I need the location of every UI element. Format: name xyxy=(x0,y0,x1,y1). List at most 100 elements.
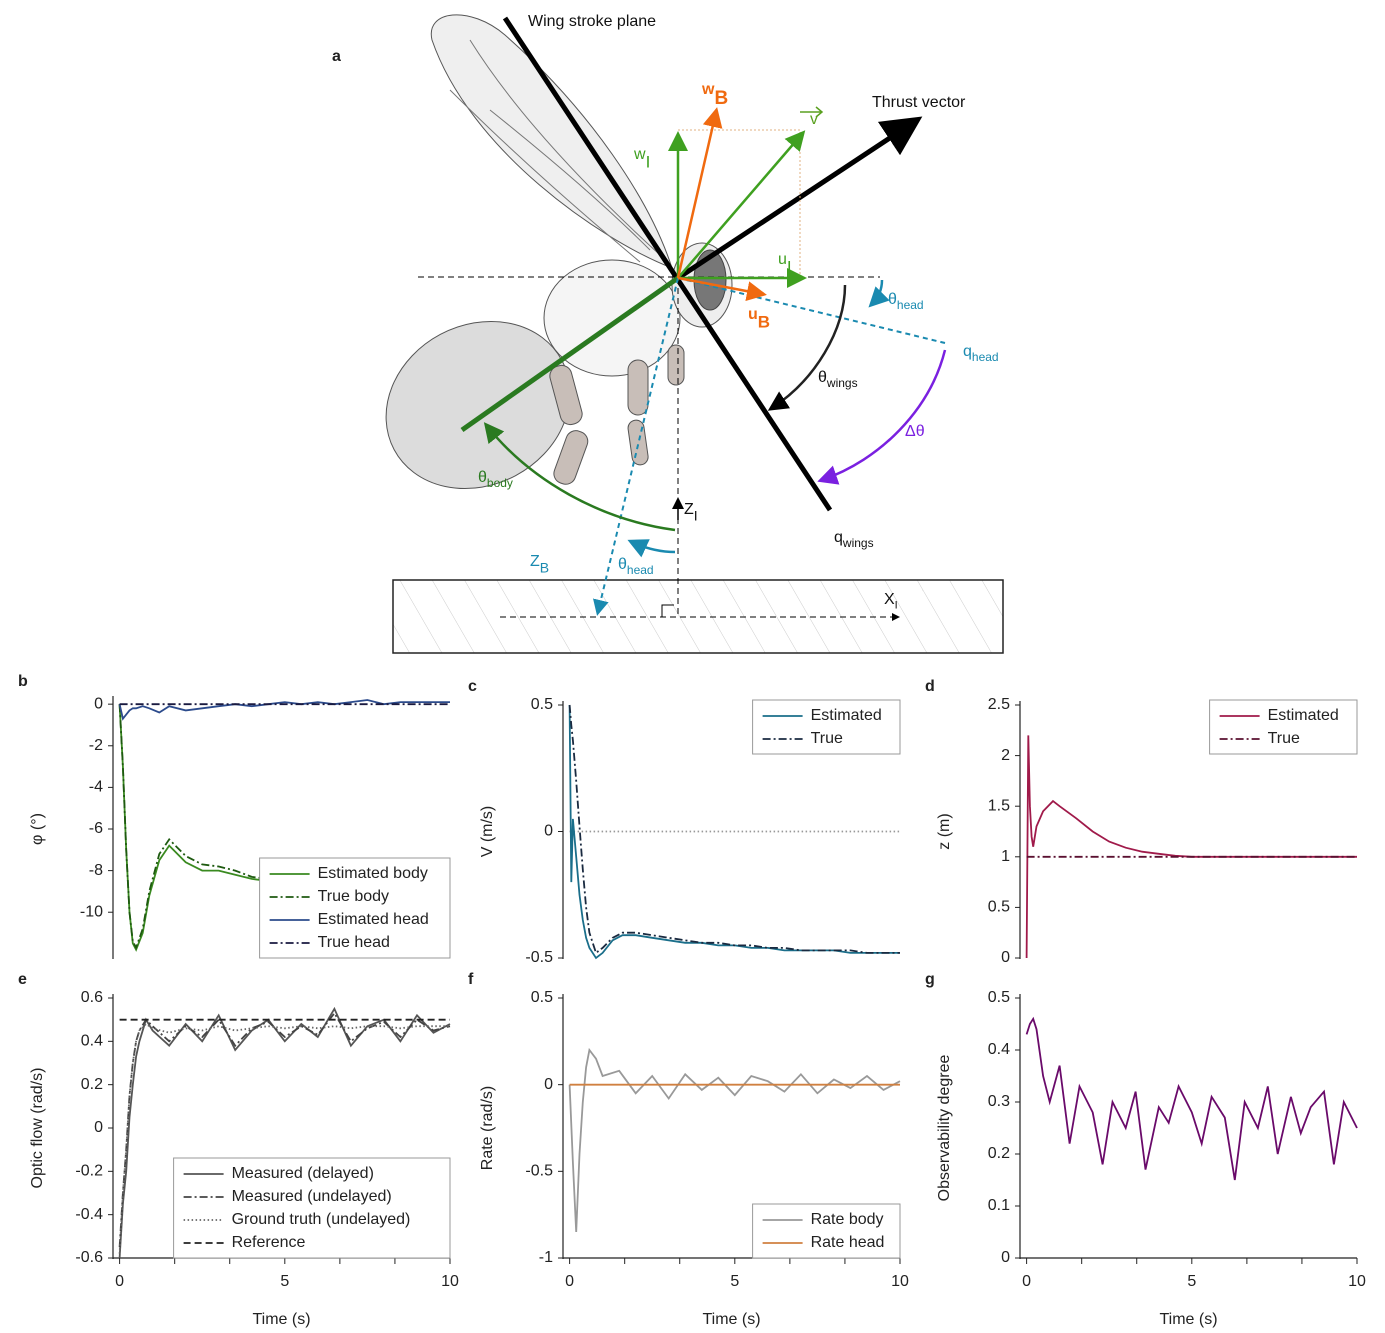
theta-head-arc xyxy=(627,539,676,558)
label-sub: B xyxy=(714,88,728,109)
y-tick-label: 0.5 xyxy=(531,696,553,713)
y-tick-label: 2 xyxy=(1001,747,1010,764)
label-main: u xyxy=(778,251,787,268)
label-sub: body xyxy=(487,476,513,490)
y-tick-label: 0.1 xyxy=(988,1197,1010,1214)
body-axis xyxy=(460,275,680,433)
y-tick-label: 0.6 xyxy=(81,989,103,1006)
y-tick-label: 0.5 xyxy=(988,899,1010,916)
label-main: Thrust vector xyxy=(872,94,966,111)
label-sub: B xyxy=(540,559,549,575)
y-tick-label: -0.5 xyxy=(525,949,553,966)
legend-label: Rate body xyxy=(811,1211,884,1228)
label-main: θ xyxy=(618,556,627,573)
diagram-label: uB xyxy=(748,306,770,332)
x-tick-label: 0 xyxy=(1022,1273,1031,1290)
x-tick-label: 5 xyxy=(280,1273,289,1290)
legend-label: Measured (delayed) xyxy=(232,1165,374,1182)
series-line xyxy=(118,699,450,721)
series-line xyxy=(118,704,451,950)
label-sub: I xyxy=(694,507,698,523)
thrust-vector xyxy=(676,116,923,281)
y-tick-label: 0 xyxy=(1001,949,1010,966)
legend-label: True body xyxy=(318,888,389,905)
y-tick-label: -2 xyxy=(89,737,103,754)
legend-label: True xyxy=(811,730,843,747)
label-main: q xyxy=(834,529,843,546)
label-main: q xyxy=(963,343,972,360)
diagram-label: Thrust vector xyxy=(872,94,966,111)
x-axis-label: Time (s) xyxy=(252,1311,310,1328)
series-line xyxy=(118,1011,451,1248)
y-tick-label: 0 xyxy=(544,1076,553,1093)
y-tick-label: 0 xyxy=(94,1119,103,1136)
y-tick-label: -0.5 xyxy=(525,1163,553,1180)
diagram-label: Δθ xyxy=(905,423,925,440)
wing-stroke-plane xyxy=(502,16,833,512)
label-main: Z xyxy=(530,553,540,570)
y-axis-label: Rate (rad/s) xyxy=(479,1086,496,1170)
label-main: θ xyxy=(478,469,487,486)
x-tick-label: 10 xyxy=(1348,1273,1366,1290)
x-tick-label: 5 xyxy=(1187,1273,1196,1290)
diagram-label: uI xyxy=(778,251,792,277)
label-main: θ xyxy=(888,291,897,308)
diagram-label: ZI xyxy=(684,501,698,523)
series-line xyxy=(1025,735,1357,959)
legend-label: True head xyxy=(318,934,390,951)
legend-box xyxy=(752,699,901,755)
x-tick-label: 5 xyxy=(730,1273,739,1290)
label-sub: I xyxy=(787,258,792,277)
y-tick-label: -8 xyxy=(89,862,103,879)
y-tick-label: 0.3 xyxy=(988,1093,1010,1110)
panel-label: f xyxy=(468,971,474,988)
z-body xyxy=(593,277,679,616)
y-tick-label: 0.5 xyxy=(531,989,553,1006)
u-body xyxy=(677,276,767,302)
vector-arrow xyxy=(800,106,824,118)
x-tick-label: 10 xyxy=(891,1273,909,1290)
diagram-label: ZB xyxy=(530,553,549,575)
label-main: v xyxy=(810,111,818,128)
x-axis-label: Time (s) xyxy=(702,1311,760,1328)
panel-label: g xyxy=(925,971,935,988)
diagram-label: wI xyxy=(633,146,650,172)
diagram xyxy=(385,14,1004,654)
label-sub: head xyxy=(972,350,999,364)
y-tick-label: -0.2 xyxy=(75,1163,103,1180)
label-main: u xyxy=(748,306,758,323)
ground xyxy=(392,579,1004,654)
y-tick-label: -6 xyxy=(89,820,103,837)
legend-label: Estimated xyxy=(1268,707,1339,724)
legend-label: Estimated xyxy=(811,707,882,724)
label-sub: wings xyxy=(842,536,874,550)
legend-label: Ground truth (undelayed) xyxy=(232,1211,411,1228)
y-axis-label: Optic flow (rad/s) xyxy=(29,1068,46,1189)
diagram-label: θbody xyxy=(478,469,513,490)
legs xyxy=(549,344,685,485)
label-main: Z xyxy=(684,501,694,518)
diagram-label: qhead xyxy=(963,343,999,364)
y-tick-label: -0.4 xyxy=(75,1206,103,1223)
y-axis-label: z (m) xyxy=(936,813,953,849)
diagram-label: v xyxy=(810,111,818,128)
diagram-label: qwings xyxy=(834,529,874,550)
y-axis-label: Observability degree xyxy=(936,1055,953,1202)
head-axis xyxy=(677,277,946,344)
x-tick-label: 10 xyxy=(441,1273,459,1290)
legend-label: True xyxy=(1268,730,1300,747)
series-line xyxy=(568,704,900,955)
y-tick-label: 0.4 xyxy=(988,1041,1010,1058)
y-tick-label: 2.5 xyxy=(988,696,1010,713)
label-sub: head xyxy=(897,298,924,312)
diagram-label: θwings xyxy=(818,369,858,390)
y-tick-label: -0.6 xyxy=(75,1249,103,1266)
diagram-label: θhead xyxy=(888,291,924,312)
x-tick-label: 0 xyxy=(565,1273,574,1290)
x-tick-label: 0 xyxy=(115,1273,124,1290)
y-axis-label: φ (°) xyxy=(29,813,46,845)
wing-veins xyxy=(449,39,661,263)
label-main: X xyxy=(884,591,895,608)
label-main: w xyxy=(701,81,715,98)
label-main: Wing stroke plane xyxy=(528,13,656,30)
